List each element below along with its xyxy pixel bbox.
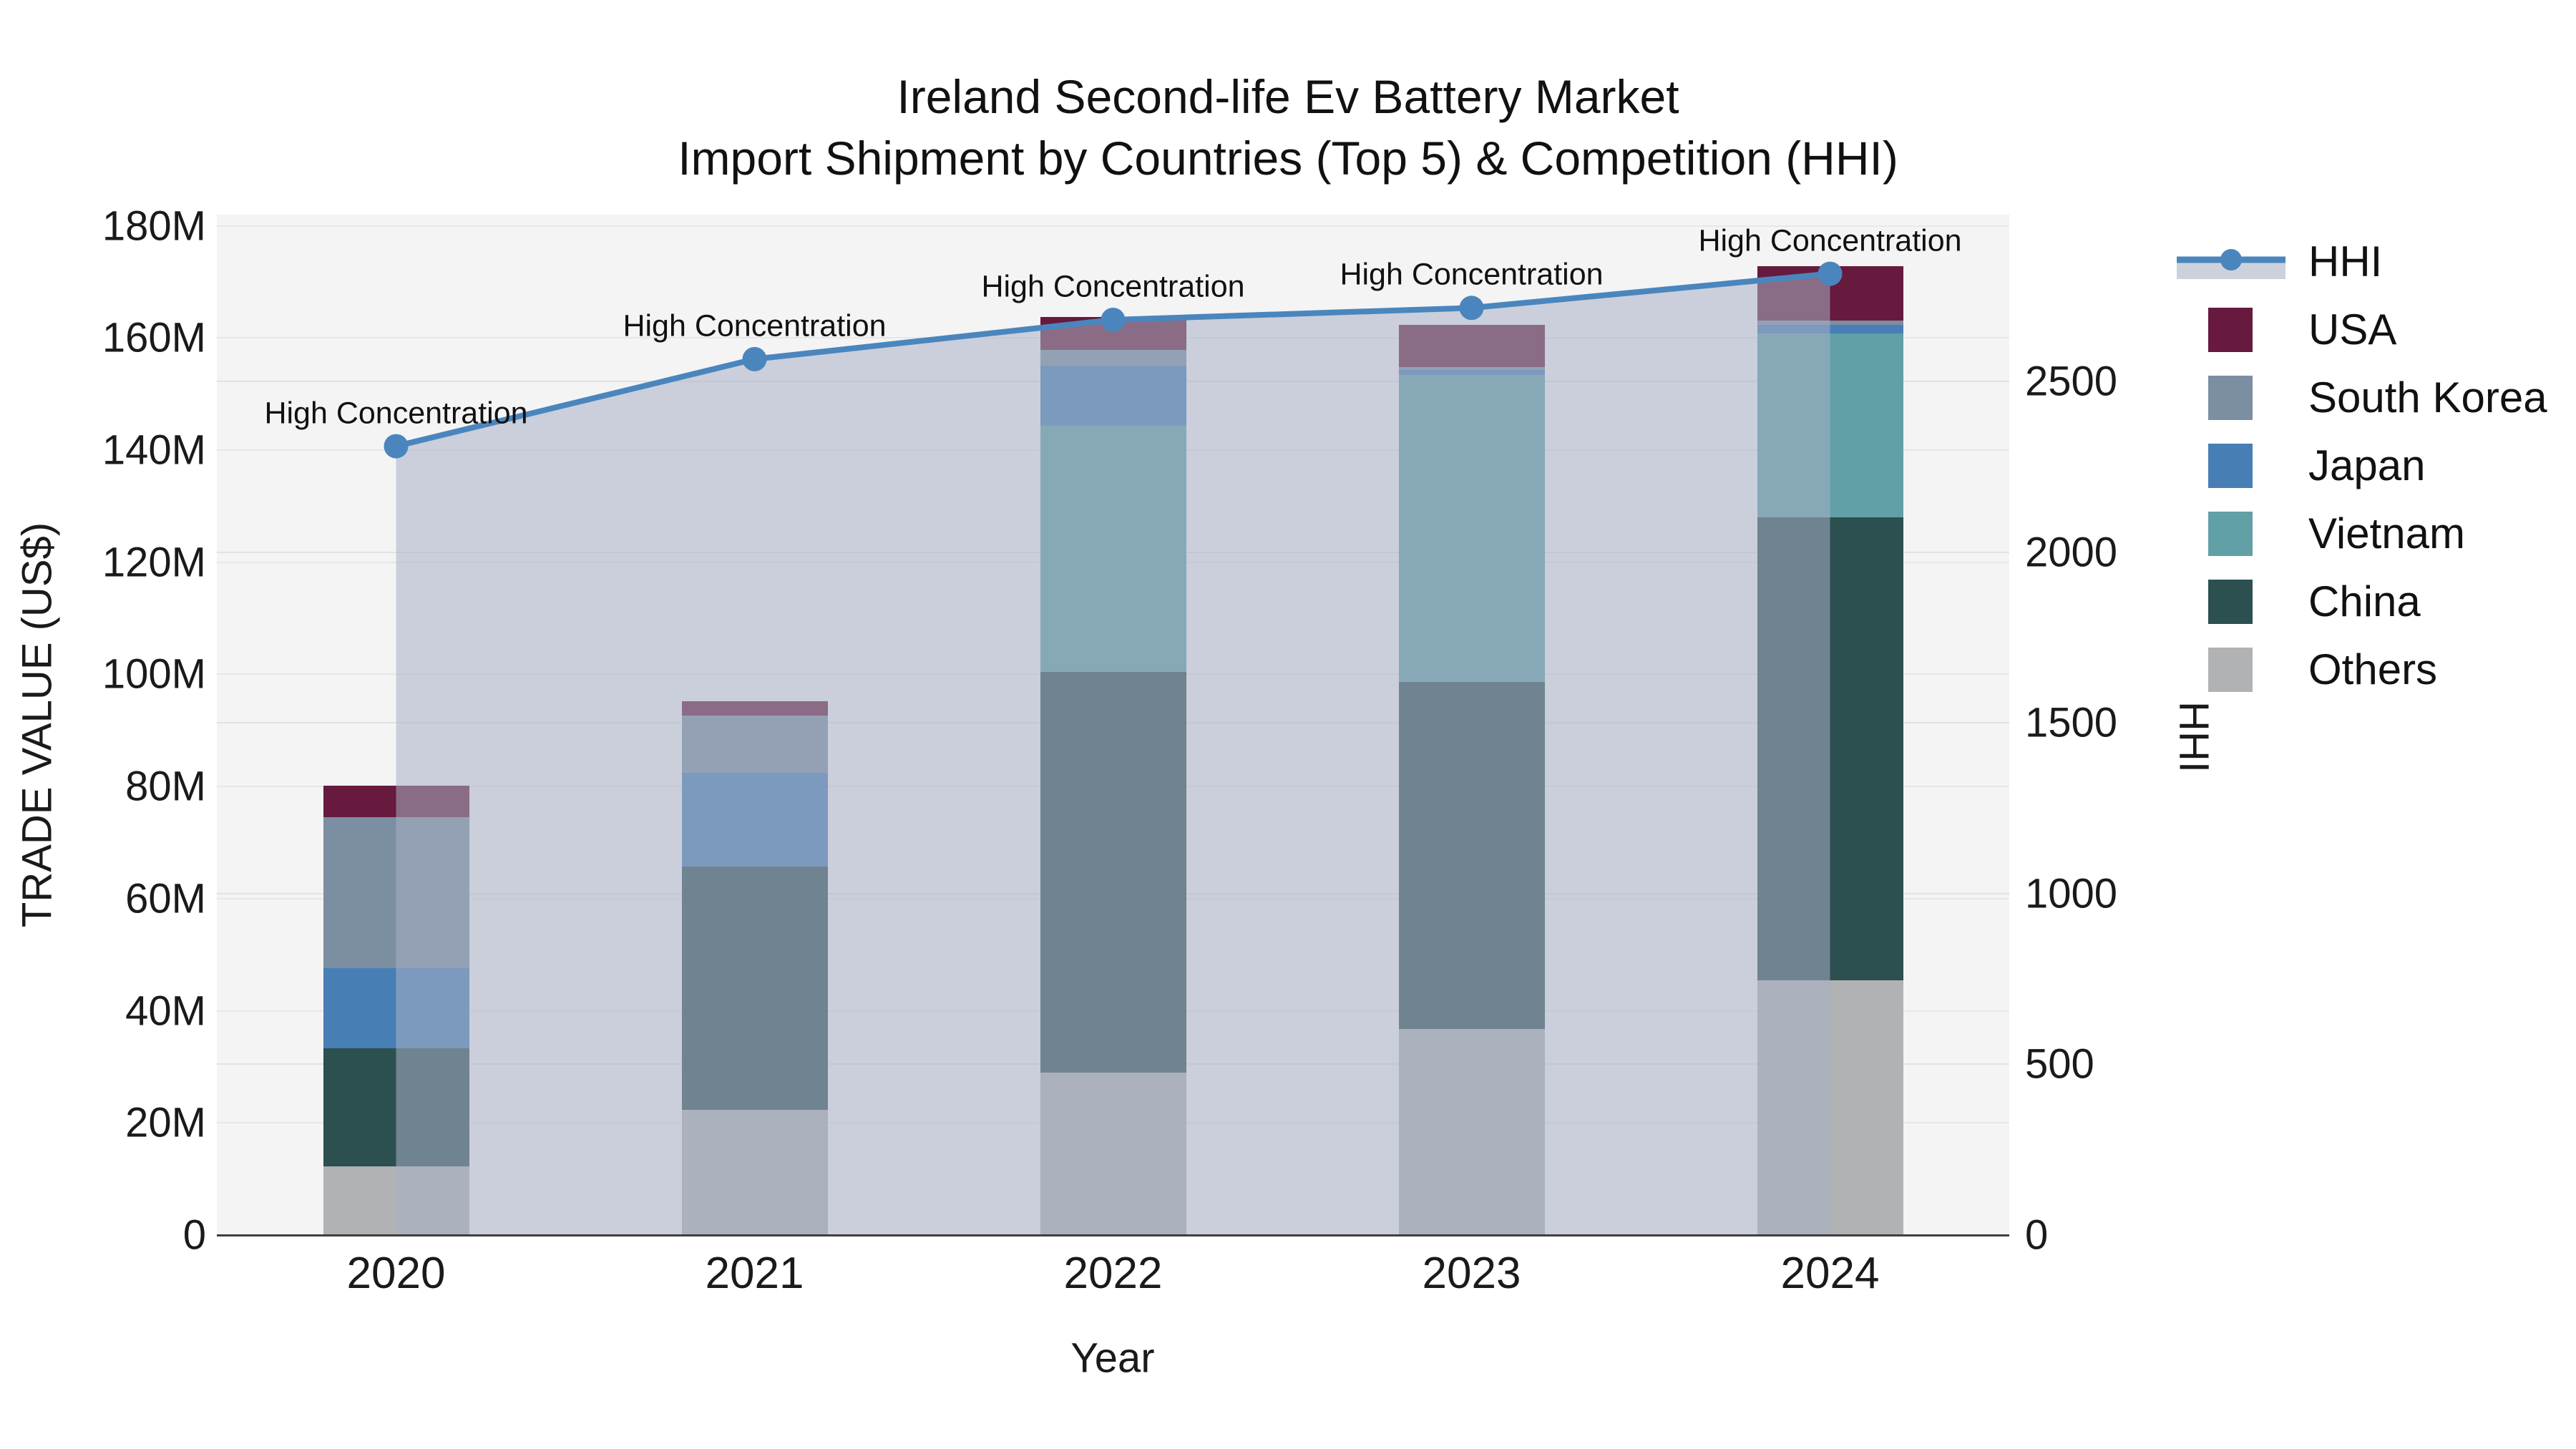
legend: HHI USA South Korea Japan Vietnam China Others [2175, 228, 2547, 703]
y2-tick-1000: 1000 [2025, 870, 2118, 917]
bar-2021-china [681, 867, 828, 1111]
y-tick-180M: 180M [102, 203, 206, 250]
legend-item-others[interactable]: Others [2175, 635, 2547, 703]
bar-2021-others [681, 1110, 828, 1235]
chart-title-line2: Import Shipment by Countries (Top 5) & C… [678, 132, 1898, 185]
bar-2020-others [323, 1166, 469, 1235]
hhi-marker-2020 [384, 434, 409, 459]
legend-color-swatch-icon [2175, 647, 2290, 692]
y-tick-100M: 100M [102, 650, 206, 698]
y2-tick-500: 500 [2025, 1040, 2094, 1088]
annotation-high-concentration-2020: High Concentration [264, 396, 528, 431]
x-tick-2024: 2024 [1780, 1249, 1880, 1298]
legend-line-swatch-icon [2175, 239, 2290, 285]
legend-color-swatch-icon [2175, 443, 2290, 488]
bar-2023-south-korea [1398, 367, 1545, 371]
bar-2024-japan [1757, 325, 1903, 334]
bar-2024-others [1757, 980, 1903, 1235]
bar-2023-vietnam [1398, 375, 1545, 682]
y-tick-40M: 40M [125, 987, 206, 1035]
hhi-marker-2023 [1459, 296, 1484, 321]
y-tick-160M: 160M [102, 314, 206, 361]
legend-color-swatch-icon [2175, 511, 2290, 556]
legend-item-japan[interactable]: Japan [2175, 431, 2547, 499]
gridline-left-180M [217, 225, 2009, 227]
bar-2024-vietnam [1757, 333, 1903, 518]
bar-2024-usa [1757, 266, 1903, 321]
legend-color-swatch-icon [2175, 579, 2290, 624]
bar-2022-others [1040, 1072, 1186, 1235]
legend-item-usa[interactable]: USA [2175, 296, 2547, 364]
legend-item-vietnam[interactable]: Vietnam [2175, 499, 2547, 567]
legend-swatch-japan [2208, 443, 2253, 488]
bar-2020-south-korea [323, 816, 469, 969]
legend-label: HHI [2308, 238, 2383, 286]
legend-label: Vietnam [2308, 509, 2466, 557]
y-tick-120M: 120M [102, 539, 206, 586]
bar-2020-usa [323, 786, 469, 817]
legend-swatch-south-korea [2208, 375, 2253, 420]
bar-2023-japan [1398, 370, 1545, 376]
bar-2020-china [323, 1048, 469, 1167]
legend-label: Others [2308, 645, 2438, 693]
bar-2022-usa [1040, 316, 1186, 350]
legend-color-swatch-icon [2175, 307, 2290, 352]
y-tick-60M: 60M [125, 875, 206, 922]
annotation-high-concentration-2023: High Concentration [1340, 257, 1604, 292]
bar-2021-south-korea [681, 716, 828, 774]
hhi-marker-2021 [742, 346, 767, 371]
x-axis-title: Year [1070, 1335, 1155, 1382]
bar-2022-china [1040, 672, 1186, 1073]
x-tick-2021: 2021 [705, 1249, 804, 1298]
legend-swatch-others [2208, 647, 2253, 692]
chart-title-line1: Ireland Second-life Ev Battery Market [897, 70, 1679, 123]
legend-label: Japan [2308, 441, 2426, 489]
plot-area: High Concentration High Concentration High… [217, 215, 2009, 1235]
y-axis-title: TRADE VALUE (US$) [14, 522, 61, 928]
y2-axis-title: HHI [2170, 701, 2218, 773]
legend-label: USA [2308, 306, 2397, 353]
y-tick-0: 0 [182, 1211, 206, 1259]
legend-swatch-china [2208, 579, 2253, 624]
legend-label: South Korea [2308, 374, 2547, 421]
bar-2021-japan [681, 773, 828, 867]
legend-swatch-usa [2208, 307, 2253, 352]
legend-item-hhi[interactable]: HHI [2175, 228, 2547, 296]
chart-title: Ireland Second-life Ev Battery Market Im… [0, 66, 2576, 189]
y-tick-20M: 20M [125, 1099, 206, 1146]
y2-tick-0: 0 [2025, 1211, 2049, 1259]
bar-2024-china [1757, 517, 1903, 981]
annotation-high-concentration-2021: High Concentration [623, 308, 887, 343]
bar-2022-south-korea [1040, 349, 1186, 366]
bar-2021-usa [681, 701, 828, 716]
legend-item-china[interactable]: China [2175, 567, 2547, 635]
x-axis-line [217, 1234, 2009, 1236]
bar-2023-china [1398, 681, 1545, 1030]
annotation-high-concentration-2024: High Concentration [1698, 223, 1962, 258]
legend-label: China [2308, 577, 2421, 625]
annotation-high-concentration-2022: High Concentration [981, 269, 1245, 304]
bar-2024-south-korea [1757, 321, 1903, 326]
x-tick-2023: 2023 [1422, 1249, 1521, 1298]
legend-swatch-vietnam [2208, 511, 2253, 556]
x-tick-2020: 2020 [346, 1249, 446, 1298]
bar-2022-vietnam [1040, 426, 1186, 673]
bar-2023-others [1398, 1029, 1545, 1235]
bar-2022-japan [1040, 365, 1186, 426]
legend-item-south-korea[interactable]: South Korea [2175, 364, 2547, 431]
bar-2020-japan [323, 968, 469, 1049]
legend-color-swatch-icon [2175, 375, 2290, 420]
y2-tick-2500: 2500 [2025, 358, 2118, 405]
y-tick-140M: 140M [102, 426, 206, 474]
y2-tick-2000: 2000 [2025, 529, 2118, 575]
y2-tick-1500: 1500 [2025, 699, 2118, 746]
y-tick-80M: 80M [125, 763, 206, 810]
x-tick-2022: 2022 [1063, 1249, 1163, 1298]
bar-2023-usa [1398, 325, 1545, 368]
